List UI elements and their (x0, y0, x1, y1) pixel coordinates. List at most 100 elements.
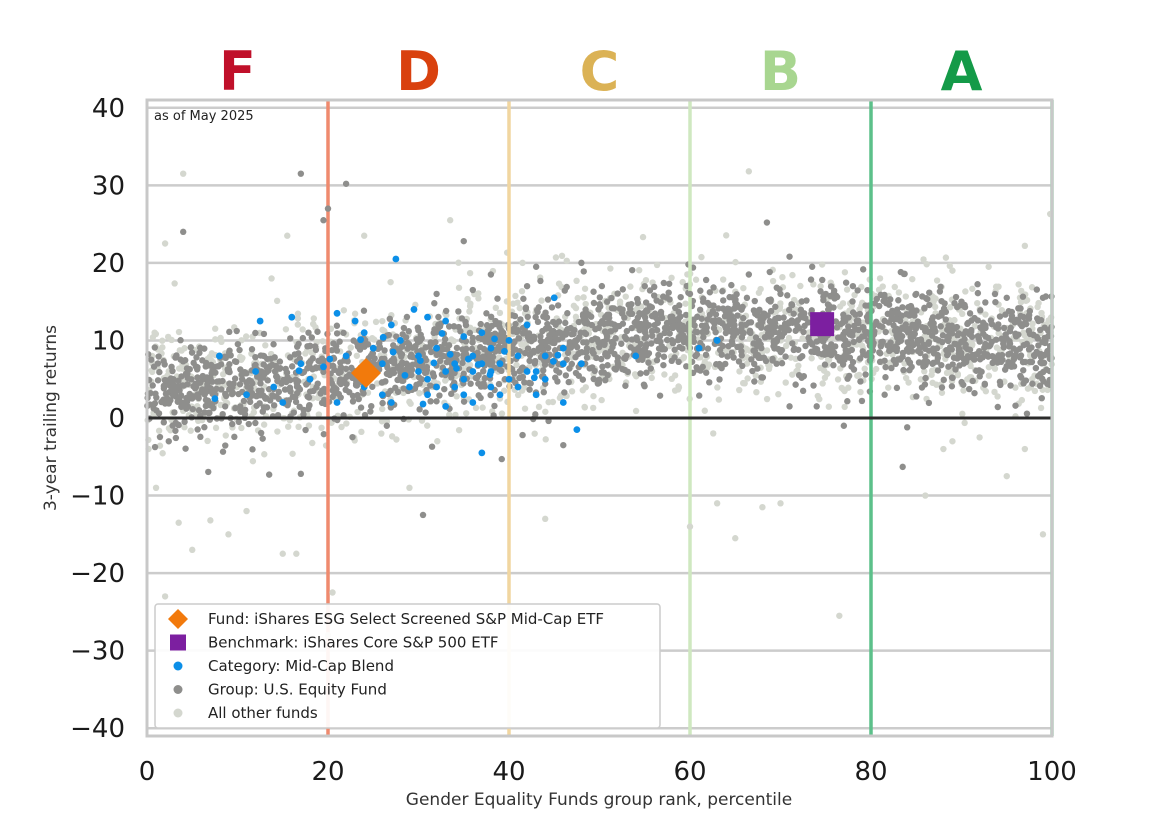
background-point (888, 313, 895, 320)
background-point (893, 384, 901, 392)
background-point (733, 291, 740, 298)
benchmark-marker (810, 312, 835, 337)
background-point (645, 321, 653, 329)
background-point (232, 404, 239, 412)
background-point (257, 391, 265, 399)
background-point (937, 323, 944, 330)
background-point (178, 347, 185, 354)
background-point (784, 292, 791, 299)
category-point (270, 383, 278, 391)
background-point (273, 297, 281, 305)
category-point (451, 383, 459, 391)
background-point (979, 354, 986, 361)
group-point (899, 463, 906, 471)
background-point (525, 379, 533, 387)
background-point (668, 274, 675, 282)
background-point (305, 329, 312, 336)
background-point (309, 366, 316, 373)
background-point (464, 295, 471, 303)
background-point (855, 371, 863, 379)
background-point (698, 253, 705, 261)
category-point (378, 360, 386, 368)
category-point (430, 359, 438, 367)
group-point (342, 180, 350, 187)
other-fund-point (1021, 445, 1029, 453)
category-point (550, 294, 558, 302)
background-point (274, 377, 281, 385)
background-point (165, 438, 172, 445)
background-point (415, 374, 423, 381)
background-point (555, 318, 563, 325)
background-point (895, 339, 902, 346)
other-fund-point (279, 550, 286, 557)
background-point (790, 310, 797, 317)
group-point (1003, 294, 1010, 301)
background-point (1037, 351, 1045, 358)
category-point (487, 383, 495, 391)
background-point (187, 344, 195, 351)
background-point (408, 371, 415, 379)
background-point (218, 386, 225, 393)
background-point (360, 307, 368, 314)
background-point (974, 317, 982, 324)
category-point (216, 352, 223, 360)
background-point (663, 336, 671, 344)
other-fund-point (759, 503, 766, 511)
background-point (799, 335, 806, 342)
category-point (392, 255, 400, 263)
background-point (369, 334, 376, 342)
background-point (735, 358, 743, 365)
background-point (682, 311, 690, 319)
background-point (225, 349, 233, 356)
background-point (854, 317, 862, 324)
background-point (534, 306, 541, 314)
background-point (468, 345, 476, 353)
background-point (222, 432, 229, 439)
background-point (604, 371, 611, 379)
category-point (256, 317, 264, 325)
background-point (469, 339, 476, 346)
background-point (1029, 380, 1036, 387)
background-point (908, 347, 916, 355)
background-point (582, 349, 590, 356)
background-point (532, 313, 539, 321)
background-point (1017, 352, 1025, 359)
background-point (483, 310, 490, 317)
background-point (237, 403, 244, 410)
background-point (599, 363, 606, 370)
background-point (846, 331, 854, 338)
background-point (300, 411, 307, 418)
group-point (265, 471, 273, 478)
background-point (774, 314, 781, 322)
other-fund-point (161, 593, 169, 600)
category-point (438, 330, 446, 337)
background-point (671, 372, 679, 379)
background-point (651, 283, 658, 291)
category-point (530, 374, 538, 382)
background-point (643, 307, 650, 314)
background-point (998, 307, 1006, 314)
background-point (562, 331, 570, 338)
background-point (521, 379, 528, 386)
background-point (567, 344, 575, 351)
background-point (259, 435, 266, 442)
background-point (734, 312, 741, 319)
background-point (696, 392, 703, 399)
background-point (319, 338, 326, 345)
background-point (1012, 402, 1019, 409)
background-point (862, 352, 870, 359)
background-point (514, 391, 522, 399)
background-point (520, 295, 527, 302)
background-point (379, 399, 386, 407)
background-point (252, 353, 259, 361)
background-point (674, 386, 682, 393)
background-point (513, 361, 520, 369)
background-point (752, 372, 760, 379)
background-point (622, 293, 629, 300)
background-point (605, 314, 613, 322)
background-point (548, 304, 556, 311)
background-point (431, 300, 438, 307)
background-point (640, 346, 647, 354)
background-point (431, 326, 438, 333)
background-point (641, 326, 649, 333)
